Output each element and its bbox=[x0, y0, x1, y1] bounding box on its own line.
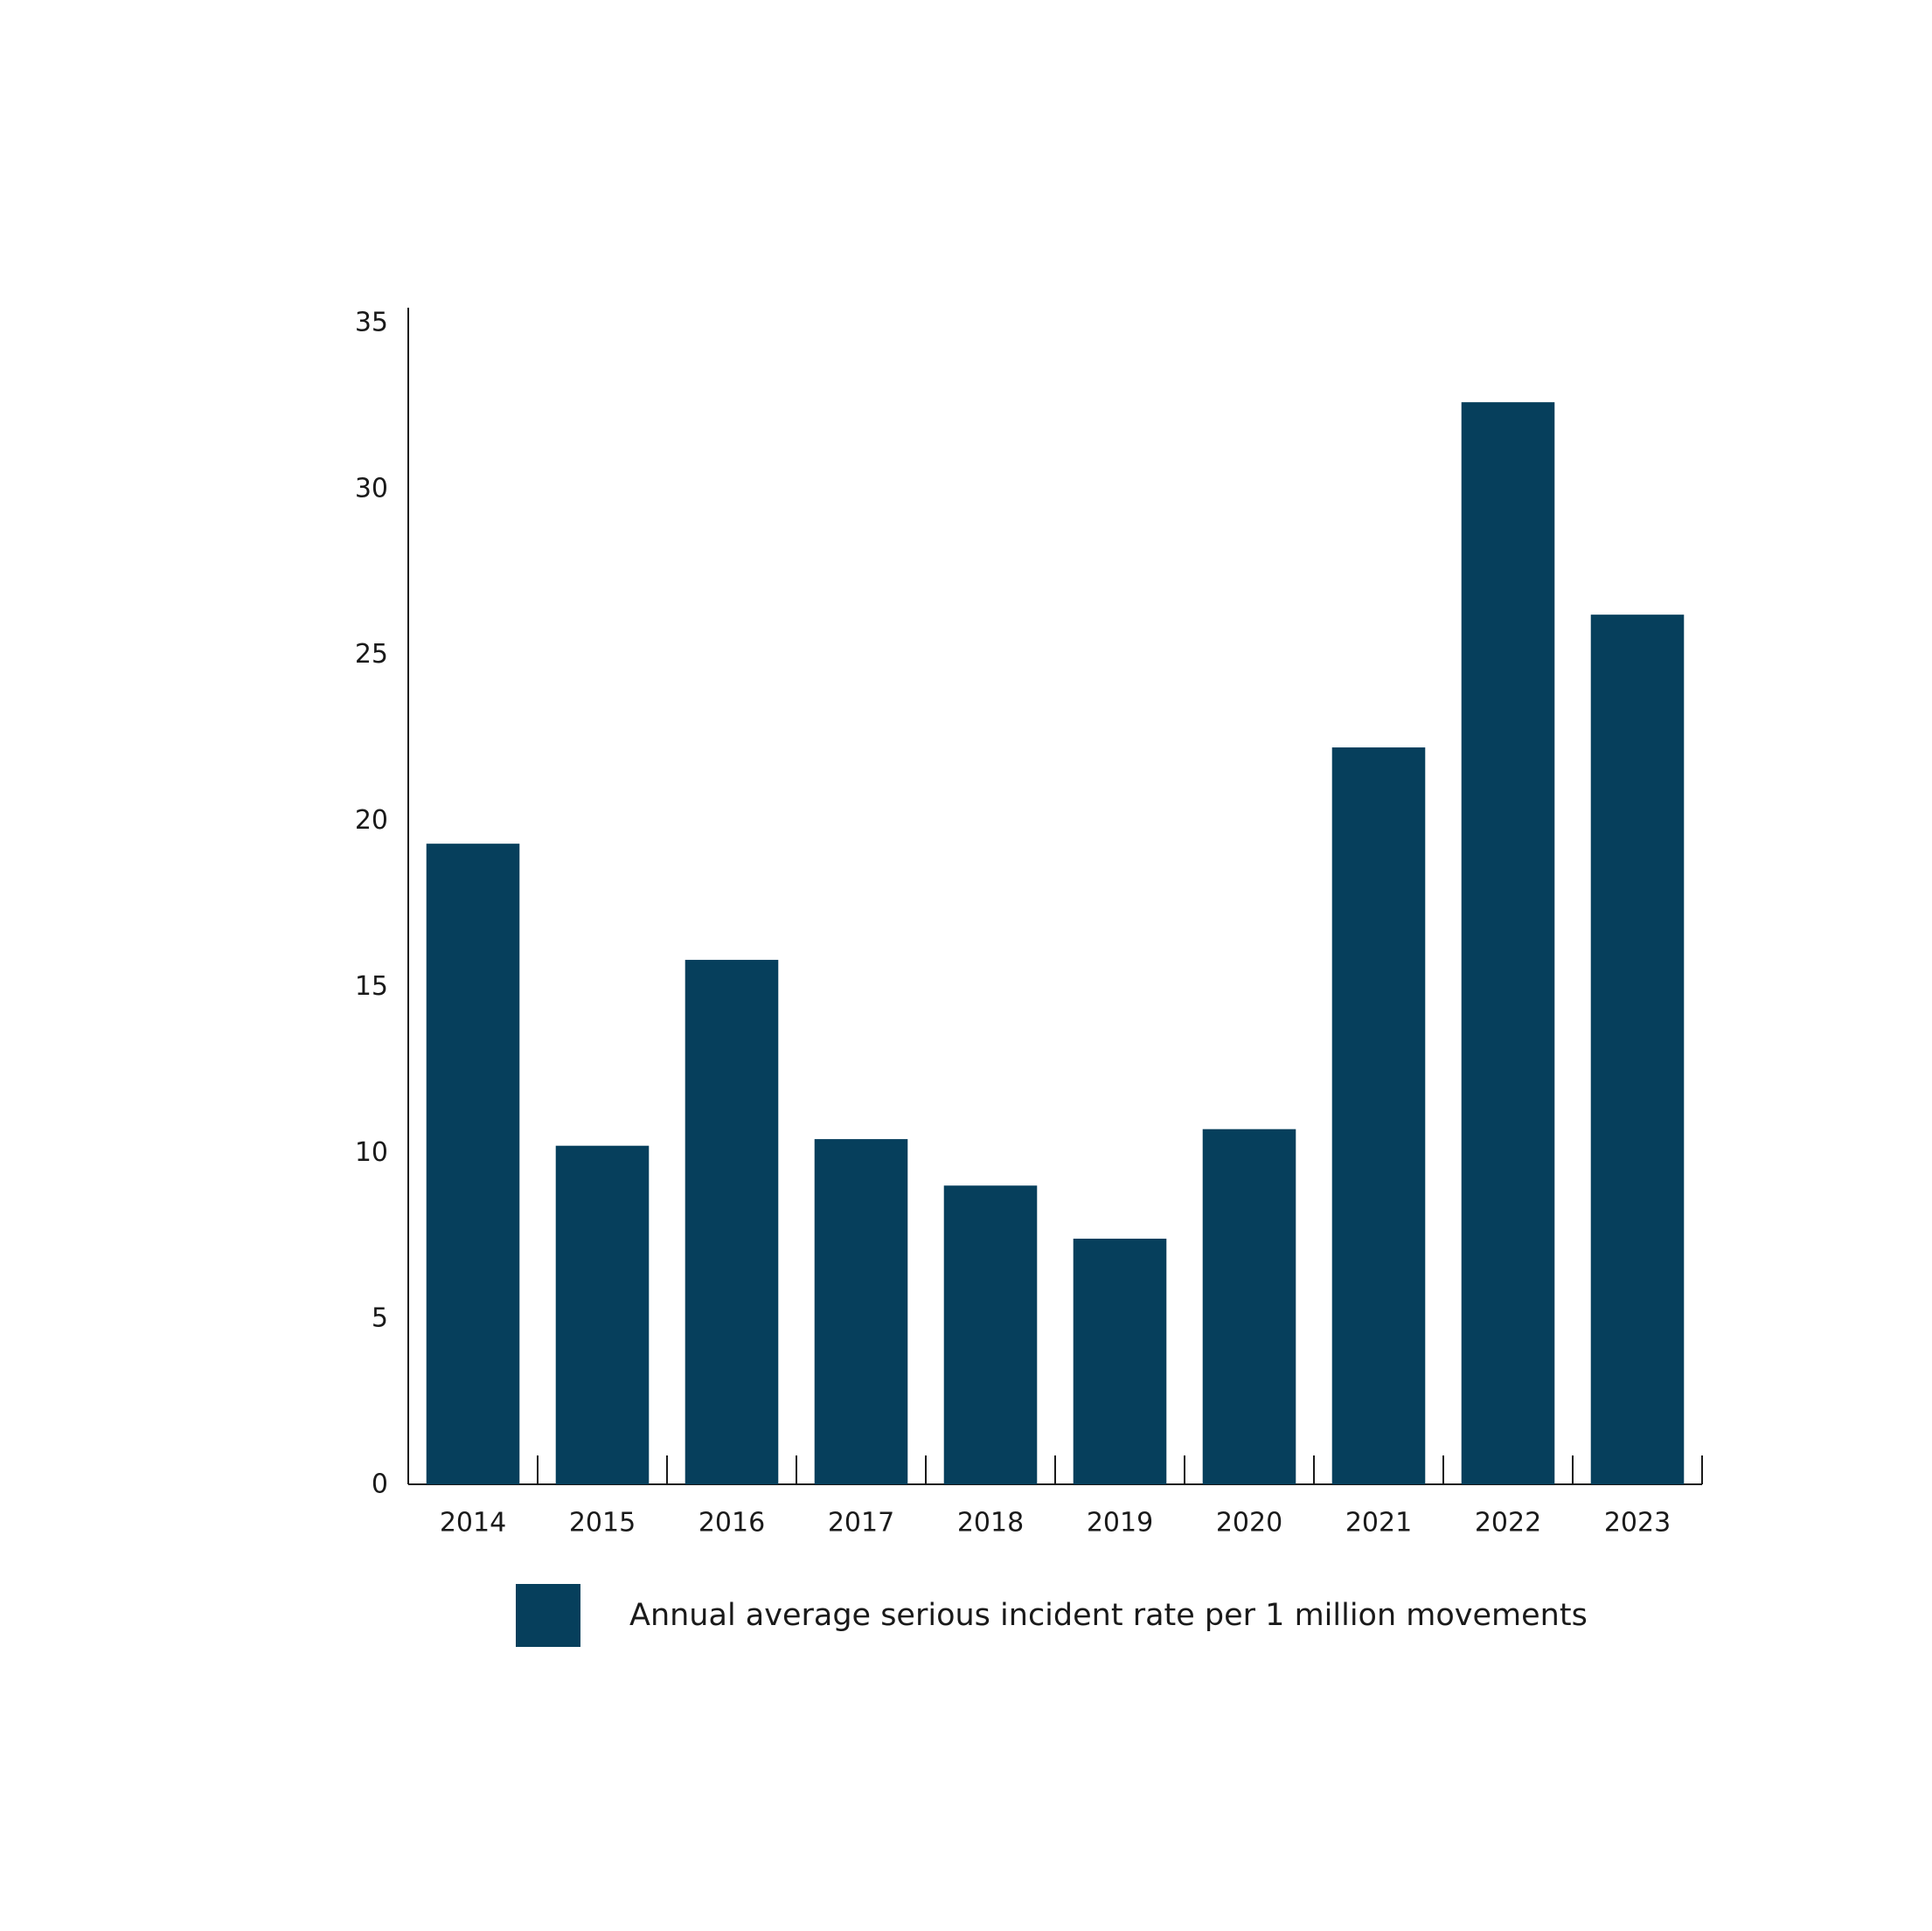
y-tick-label: 30 bbox=[355, 473, 388, 504]
bar-2018 bbox=[943, 1185, 1038, 1484]
x-tick-label: 2017 bbox=[828, 1508, 894, 1539]
bar-2016 bbox=[685, 960, 779, 1484]
y-tick-label: 35 bbox=[355, 308, 388, 338]
x-tick-label: 2015 bbox=[569, 1508, 636, 1539]
x-tick-label: 2021 bbox=[1345, 1508, 1412, 1539]
x-tick-label: 2023 bbox=[1604, 1508, 1671, 1539]
x-tick-label: 2018 bbox=[957, 1508, 1024, 1539]
bar-2021 bbox=[1331, 747, 1426, 1484]
y-tick-label: 20 bbox=[355, 805, 388, 836]
y-axis: 0 5 10 15 20 25 30 35 bbox=[355, 308, 409, 1500]
y-tick-label: 5 bbox=[372, 1303, 388, 1334]
x-tick-label: 2019 bbox=[1087, 1508, 1153, 1539]
x-tick-label: 2022 bbox=[1475, 1508, 1541, 1539]
x-tick-label: 2016 bbox=[698, 1508, 765, 1539]
bar-2017 bbox=[814, 1139, 908, 1484]
y-tick-label: 15 bbox=[355, 971, 388, 1002]
bar-2014 bbox=[426, 844, 520, 1484]
y-tick-label: 10 bbox=[355, 1137, 388, 1168]
bar-2019 bbox=[1073, 1239, 1167, 1484]
y-tick-label: 0 bbox=[372, 1469, 388, 1500]
bar-2015 bbox=[555, 1145, 650, 1484]
legend-swatch bbox=[516, 1584, 580, 1647]
bar-2023 bbox=[1590, 615, 1685, 1484]
legend: Annual average serious incident rate per… bbox=[516, 1583, 1588, 1648]
bar-2020 bbox=[1202, 1129, 1296, 1484]
x-tick-label: 2020 bbox=[1216, 1508, 1282, 1539]
bar-2022 bbox=[1461, 402, 1555, 1484]
bar-series bbox=[426, 402, 1685, 1484]
legend-label: Annual average serious incident rate per… bbox=[629, 1598, 1588, 1633]
x-tick-label: 2014 bbox=[440, 1508, 506, 1539]
y-tick-label: 25 bbox=[355, 639, 388, 670]
